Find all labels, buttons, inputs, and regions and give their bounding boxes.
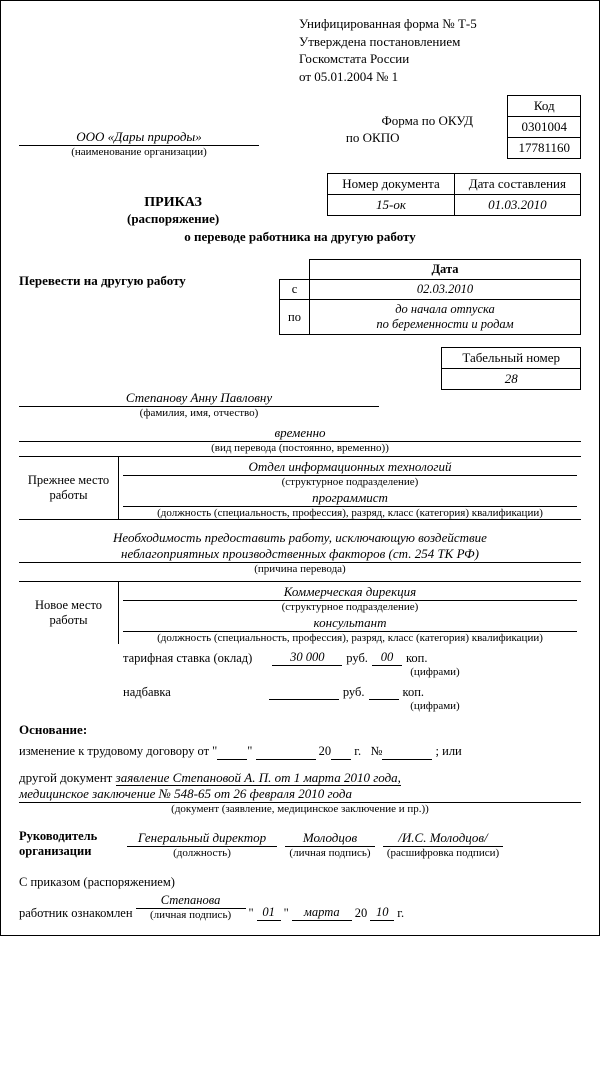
director-sig-cap: (личная подпись) [285,847,375,859]
nadbavka-val [269,684,339,700]
title-rasp: (распоряжение) [19,211,327,227]
tariff-kop: 00 [372,650,402,666]
director-sig: Молодцов [285,830,375,847]
ack-row: С приказом (распоряжением) работник озна… [19,875,581,921]
director-label: Руководитель организации [19,829,119,859]
transfer-po: по [280,300,310,335]
org-name: ООО «Дары природы» [19,129,259,146]
po-val-2: по беременности и родам [376,317,513,331]
ack-year: 10 [370,905,394,921]
reason-line1: Необходимость предоставить работу, исклю… [19,530,581,546]
header-line: Госкомстата России [299,50,581,68]
doc-num-label: Номер документа [328,174,455,195]
other-cap: (документ (заявление, медицинское заключ… [19,803,581,815]
cif-cap: (цифрами) [289,666,581,678]
new-dept-cap: (структурное подразделение) [123,601,577,613]
okpo-label: по ОКПО [259,130,507,146]
nadbavka-row: надбавка руб. коп. [123,684,581,700]
new-pos-cap: (должность (специальность, профессия), р… [123,632,577,644]
transfer-po-val: до начала отпуска по беременности и рода… [310,300,581,335]
transfer-date-label: Дата [310,260,581,280]
director-pos-cap: (должность) [127,847,277,859]
header-line: Унифицированная форма № Т-5 [299,15,581,33]
prev-work-label: Прежнее место работы [19,457,119,519]
new-pos: консультант [123,615,577,632]
header-line: Утверждена постановлением [299,33,581,51]
code-table: Код 0301004 17781160 [507,95,581,159]
director-sign-block: Руководитель организации Генеральный дир… [19,829,581,859]
rub-label2: руб. [343,685,365,700]
tariff-row: тарифная ставка (оклад) 30 000 руб. 00 к… [123,650,581,666]
transfer-s-val: 02.03.2010 [310,280,581,300]
doc-table: Номер документа Дата составления 15-ок 0… [327,173,581,216]
ack-day: 01 [257,905,281,921]
form-header: Унифицированная форма № Т-5 Утверждена п… [299,15,581,85]
ack-month: марта [292,905,352,921]
basis-label: Основание: [19,722,581,738]
director-decode-cap: (расшифровка подписи) [383,847,503,859]
title-prikaz: ПРИКАЗ [19,195,327,211]
num-sign: № [370,744,382,758]
tariff-val: 30 000 [272,650,342,666]
prev-work-block: Прежнее место работы Отдел информационны… [19,456,581,520]
po-val-1: до начала отпуска [395,302,495,316]
okud-label: Форма по ОКУД [19,113,473,129]
ack-sig-cap: (личная подпись) [136,909,246,921]
transfer-table: Дата с 02.03.2010 по до начала отпуска п… [279,259,581,335]
transfer-type-caption: (вид перевода (постоянно, временно)) [19,442,581,454]
transfer-type: временно [19,425,581,442]
doc-num: 15-ок [328,195,455,216]
g: г. [354,744,361,758]
tariff-label: тарифная ставка (оклад) [123,651,252,666]
reason-caption: (причина перевода) [19,563,581,575]
kop-label: коп. [406,651,428,666]
director-decode: /И.С. Молодцов/ [383,830,503,847]
ack-line1: С приказом (распоряжением) [19,875,581,890]
kop-label2: коп. [403,685,425,700]
cif-cap2: (цифрами) [289,700,581,712]
okud-value: 0301004 [508,117,581,138]
form-t5: Унифицированная форма № Т-5 Утверждена п… [0,0,600,936]
prev-pos-cap: (должность (специальность, профессия), р… [123,507,577,519]
other-doc-block: другой документ заявление Степановой А. … [19,770,581,815]
new-work-label: Новое место работы [19,582,119,644]
new-work-block: Новое место работы Коммерческая дирекция… [19,581,581,644]
tabel-label: Табельный номер [442,348,581,369]
org-caption: (наименование организации) [19,146,259,158]
transfer-s: с [280,280,310,300]
nadbavka-kop [369,684,399,700]
tabel-block: Табельный номер 28 [441,347,581,390]
new-dept: Коммерческая дирекция [123,584,577,601]
okpo-value: 17781160 [508,138,581,159]
header-line: от 05.01.2004 № 1 [299,68,581,86]
rub-label: руб. [346,651,368,666]
ack-g: г. [397,906,404,921]
director-pos: Генеральный директор [127,830,277,847]
ack-sig: Степанова [136,893,246,909]
prev-dept: Отдел информационных технологий [123,459,577,476]
fio: Степанову Анну Павловну [19,390,379,407]
ack-line2: работник ознакомлен [19,906,133,921]
kod-label: Код [508,96,581,117]
fio-caption: (фамилия, имя, отчество) [19,407,379,419]
ili: ; или [436,744,462,758]
nadbavka-label: надбавка [123,685,171,700]
prev-dept-cap: (структурное подразделение) [123,476,577,488]
transfer-label: Перевести на другую работу [19,259,279,289]
other1: заявление Степановой А. П. от 1 марта 20… [116,770,401,786]
other2: медицинское заключение № 548-65 от 26 фе… [19,786,581,803]
subtitle: о переводе работника на другую работу [19,229,581,245]
reason-block: Необходимость предоставить работу, исклю… [19,530,581,575]
other-label: другой документ [19,770,112,785]
prev-pos: программист [123,490,577,507]
basis-contract-row: изменение к трудовому договору от " " 20… [19,744,581,760]
twenty: 20 [355,906,368,921]
doc-date: 01.03.2010 [454,195,580,216]
reason-line2: неблагоприятных производственных факторо… [19,546,581,563]
doc-date-label: Дата составления [454,174,580,195]
basis-text: изменение к трудовому договору от " [19,744,217,758]
tabel-val: 28 [442,369,581,390]
